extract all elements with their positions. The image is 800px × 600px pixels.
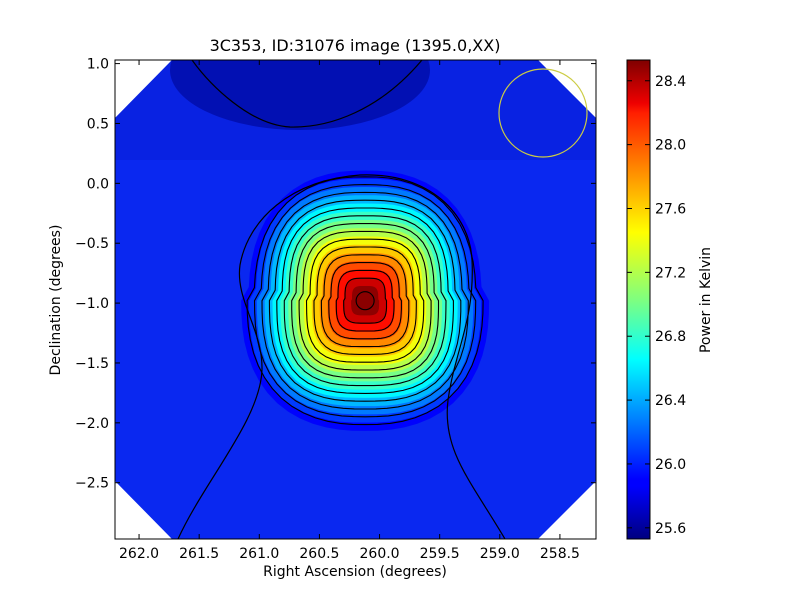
x-tick-label: 262.0 — [119, 546, 159, 562]
contour-line — [246, 176, 484, 426]
y-tick-label: −0.5 — [75, 236, 109, 252]
contour-line — [335, 269, 395, 332]
colorbar-label: Power in Kelvin — [698, 247, 714, 353]
contour-line — [313, 246, 417, 355]
x-tick-label: 260.0 — [360, 546, 400, 562]
contour-line — [261, 191, 469, 410]
contour-line — [276, 207, 454, 394]
y-tick-label: 0.0 — [87, 176, 109, 192]
y-tick-label: 0.5 — [87, 116, 109, 132]
x-tick-label: 261.0 — [239, 546, 279, 562]
x-tick-label: 261.5 — [179, 546, 219, 562]
colorbar-gradient — [626, 59, 651, 540]
y-axis-label: Declination (degrees) — [48, 225, 64, 376]
colorbar-tick-label: 27.2 — [655, 265, 686, 281]
chart-title: 3C353, ID:31076 image (1395.0,XX) — [210, 36, 501, 55]
plot-area — [115, 60, 596, 539]
contour-line — [328, 262, 402, 340]
x-tick-label: 258.5 — [540, 546, 580, 562]
contour-line — [268, 199, 462, 402]
trough-region — [170, 60, 430, 130]
x-tick-label: 259.5 — [420, 546, 460, 562]
x-tick-label: 259.0 — [480, 546, 520, 562]
source-peak — [355, 291, 375, 311]
colorbar-tick-label: 26.8 — [655, 329, 686, 345]
contour-line — [320, 254, 410, 348]
source-fill-levels — [241, 170, 490, 431]
contour-line — [283, 215, 447, 387]
y-tick-label: −2.0 — [75, 416, 109, 432]
colorbar-tick-label: 26.0 — [655, 457, 686, 473]
contour-line — [298, 230, 432, 371]
y-tick-label: −1.0 — [75, 296, 109, 312]
y-tick-label: 1.0 — [87, 57, 109, 73]
x-tick-label: 260.5 — [299, 546, 339, 562]
colorbar-tick-label: 28.4 — [655, 74, 686, 90]
colorbar-ticks: 28.4 28.0 27.6 27.2 26.8 26.4 26.0 25.6 — [627, 74, 686, 537]
contour-line — [305, 238, 425, 363]
trough-contour — [191, 60, 423, 128]
colorbar: 28.4 28.0 27.6 27.2 26.8 26.4 26.0 25.6 Power i… — [626, 59, 714, 540]
colorbar-tick-label: 25.6 — [655, 521, 686, 537]
contour-line — [253, 184, 477, 418]
contour-lines — [246, 176, 484, 426]
contour-line — [291, 223, 440, 379]
y-axis: 1.0 0.5 0.0 −0.5 −1.0 −1.5 −2.0 −2.5 — [75, 57, 596, 492]
contour-line — [343, 277, 388, 324]
x-axis: 262.0 261.5 261.0 260.5 260.0 259.5 259.0 258.5 — [119, 60, 580, 562]
colorbar-tick-label: 26.4 — [655, 393, 686, 409]
colorbar-tick-label: 28.0 — [655, 138, 686, 154]
y-tick-label: −1.5 — [75, 356, 109, 372]
x-axis-label: Right Ascension (degrees) — [263, 564, 447, 580]
plot-frame — [114, 59, 597, 540]
beam-circle — [498, 68, 588, 158]
outer-contour — [177, 174, 506, 539]
colorbar-tick-label: 27.6 — [655, 201, 686, 217]
y-tick-label: −2.5 — [75, 476, 109, 492]
